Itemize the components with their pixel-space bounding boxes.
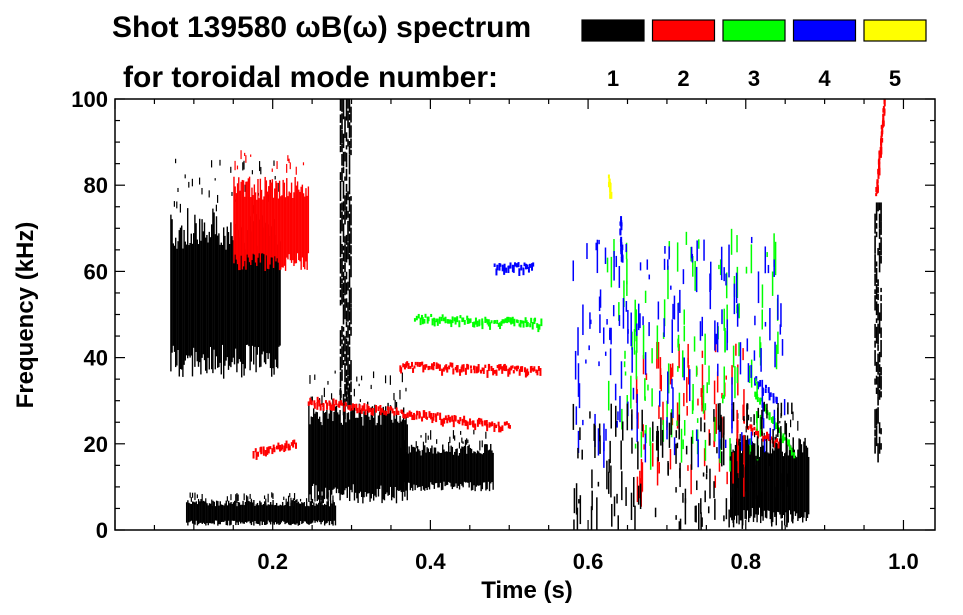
legend-swatch-mode-2 bbox=[651, 19, 716, 42]
feature-line-mode-4-11 bbox=[493, 262, 535, 276]
feature-band-mode-1-0 bbox=[170, 158, 281, 379]
feature-column-mode-1-6 bbox=[339, 99, 352, 420]
feature-line-mode-3-10 bbox=[413, 313, 543, 333]
y-tick-label: 40 bbox=[84, 346, 108, 371]
feature-line-mode-2-13 bbox=[252, 439, 297, 460]
chart-title-line2: for toroidal mode number: bbox=[123, 61, 498, 94]
y-tick-label: 60 bbox=[84, 259, 108, 284]
feature-scatter-mode-4-21 bbox=[572, 236, 786, 468]
y-tick-label: 0 bbox=[96, 518, 108, 543]
mode-legend: 1 2 3 4 5 bbox=[581, 19, 927, 91]
feature-band-mode-1-3 bbox=[398, 429, 494, 492]
legend-label-mode-5: 5 bbox=[889, 66, 901, 91]
legend-swatch-mode-5 bbox=[863, 19, 927, 42]
y-tick-label: 80 bbox=[84, 173, 108, 198]
y-tick-label: 20 bbox=[84, 432, 108, 457]
legend-label-mode-4: 4 bbox=[818, 66, 831, 91]
x-tick-label: 0.8 bbox=[730, 549, 761, 574]
feature-scatter-mode-3-20 bbox=[606, 228, 779, 472]
feature-line-mode-2-9 bbox=[399, 361, 542, 378]
chart-title-line1: Shot 139580 ωB(ω) spectrum bbox=[112, 11, 531, 44]
x-tick-label: 0.4 bbox=[415, 549, 446, 574]
x-tick-label: 0.6 bbox=[573, 549, 604, 574]
legend-label-mode-2: 2 bbox=[677, 66, 689, 91]
legend-swatch-mode-4 bbox=[792, 19, 857, 42]
spectrum-data bbox=[170, 99, 886, 530]
feature-band-mode-1-5 bbox=[185, 492, 337, 526]
legend-swatch-mode-3 bbox=[722, 19, 786, 42]
x-axis: 0.2 0.4 0.6 0.8 1.0 bbox=[114, 99, 919, 574]
feature-line-mode-4-18 bbox=[619, 216, 624, 263]
feature-column-mode-1-7 bbox=[874, 202, 882, 463]
feature-line-mode-2-8 bbox=[307, 396, 511, 433]
y-axis: 0 20 40 60 80 100 bbox=[71, 87, 935, 543]
x-tick-label: 0.2 bbox=[257, 549, 288, 574]
x-axis-label: Time (s) bbox=[481, 577, 573, 604]
y-axis-label: Frequency (kHz) bbox=[12, 222, 39, 409]
legend-label-mode-3: 3 bbox=[748, 66, 760, 91]
legend-swatch-mode-1 bbox=[581, 19, 645, 42]
x-tick-label: 1.0 bbox=[888, 549, 919, 574]
feature-band-mode-2-1 bbox=[233, 150, 310, 272]
legend-label-mode-1: 1 bbox=[607, 66, 619, 91]
feature-scatter-mode-1-22 bbox=[572, 401, 794, 530]
feature-line-mode-2-12 bbox=[875, 99, 886, 197]
y-tick-label: 100 bbox=[71, 87, 108, 112]
feature-line-mode-5-17 bbox=[607, 174, 613, 199]
